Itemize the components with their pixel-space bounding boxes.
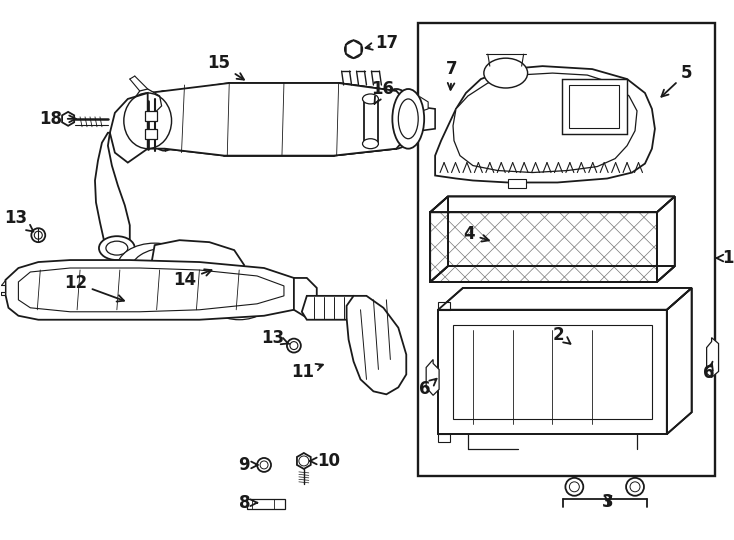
Ellipse shape xyxy=(630,482,640,492)
Bar xyxy=(562,79,627,134)
Text: 6: 6 xyxy=(418,379,437,399)
Bar xyxy=(363,99,379,144)
Bar xyxy=(418,23,715,476)
Ellipse shape xyxy=(130,248,204,296)
Text: 15: 15 xyxy=(207,54,244,79)
Polygon shape xyxy=(5,260,307,320)
Ellipse shape xyxy=(399,99,418,139)
Ellipse shape xyxy=(155,257,227,305)
Ellipse shape xyxy=(290,342,298,349)
Polygon shape xyxy=(346,296,407,394)
Text: 16: 16 xyxy=(371,80,394,104)
Ellipse shape xyxy=(363,139,379,148)
Text: 9: 9 xyxy=(239,456,258,474)
Text: 3: 3 xyxy=(603,492,614,511)
Ellipse shape xyxy=(484,58,528,88)
Polygon shape xyxy=(453,73,637,173)
Ellipse shape xyxy=(363,94,379,104)
Ellipse shape xyxy=(626,478,644,496)
Text: 5: 5 xyxy=(661,64,692,97)
Ellipse shape xyxy=(32,228,46,242)
Polygon shape xyxy=(346,40,361,58)
Polygon shape xyxy=(297,453,310,469)
Ellipse shape xyxy=(257,458,271,472)
Polygon shape xyxy=(148,83,410,156)
Text: 6: 6 xyxy=(702,362,714,382)
Ellipse shape xyxy=(117,243,192,293)
Polygon shape xyxy=(438,302,450,310)
Ellipse shape xyxy=(142,253,215,301)
Polygon shape xyxy=(110,93,148,163)
Ellipse shape xyxy=(168,262,238,308)
Ellipse shape xyxy=(260,461,268,469)
Ellipse shape xyxy=(99,236,135,260)
Polygon shape xyxy=(408,97,428,112)
Ellipse shape xyxy=(106,241,128,255)
Polygon shape xyxy=(18,268,284,312)
Text: 18: 18 xyxy=(39,110,76,128)
Polygon shape xyxy=(657,197,675,282)
Polygon shape xyxy=(435,66,655,183)
Ellipse shape xyxy=(570,482,579,492)
Ellipse shape xyxy=(206,276,272,320)
Bar xyxy=(145,111,156,121)
Text: 17: 17 xyxy=(366,34,399,52)
Text: 14: 14 xyxy=(173,269,211,289)
Polygon shape xyxy=(62,112,74,126)
Polygon shape xyxy=(1,280,5,295)
Polygon shape xyxy=(438,310,667,434)
Ellipse shape xyxy=(287,339,301,353)
Ellipse shape xyxy=(34,231,43,239)
Polygon shape xyxy=(294,278,317,318)
Polygon shape xyxy=(707,338,719,377)
Polygon shape xyxy=(430,197,448,282)
Bar xyxy=(570,85,619,128)
Text: 11: 11 xyxy=(291,363,323,381)
Polygon shape xyxy=(95,133,130,248)
Ellipse shape xyxy=(181,267,250,312)
Bar xyxy=(145,129,156,139)
Text: 2: 2 xyxy=(553,326,570,344)
Polygon shape xyxy=(150,240,244,302)
Polygon shape xyxy=(426,360,439,395)
Polygon shape xyxy=(135,89,161,114)
Bar xyxy=(508,179,526,188)
Text: 4: 4 xyxy=(463,225,489,243)
Polygon shape xyxy=(453,325,652,419)
Ellipse shape xyxy=(147,91,183,151)
Polygon shape xyxy=(302,296,358,320)
Polygon shape xyxy=(430,197,675,212)
Ellipse shape xyxy=(379,89,414,148)
Ellipse shape xyxy=(393,89,424,148)
Ellipse shape xyxy=(565,478,584,496)
Text: 1: 1 xyxy=(716,249,734,267)
Bar xyxy=(247,499,285,509)
Polygon shape xyxy=(413,107,435,131)
Polygon shape xyxy=(430,266,675,282)
Text: 12: 12 xyxy=(64,274,124,301)
Text: 7: 7 xyxy=(446,60,458,90)
Polygon shape xyxy=(164,83,396,156)
Text: 13: 13 xyxy=(261,329,289,347)
Text: 8: 8 xyxy=(239,494,257,512)
Text: 13: 13 xyxy=(4,210,34,232)
Polygon shape xyxy=(430,212,657,282)
Text: 10: 10 xyxy=(310,452,340,470)
Ellipse shape xyxy=(194,271,261,316)
Ellipse shape xyxy=(385,99,408,139)
Polygon shape xyxy=(438,288,691,310)
Polygon shape xyxy=(667,288,691,434)
Polygon shape xyxy=(438,434,450,442)
Polygon shape xyxy=(0,285,5,292)
